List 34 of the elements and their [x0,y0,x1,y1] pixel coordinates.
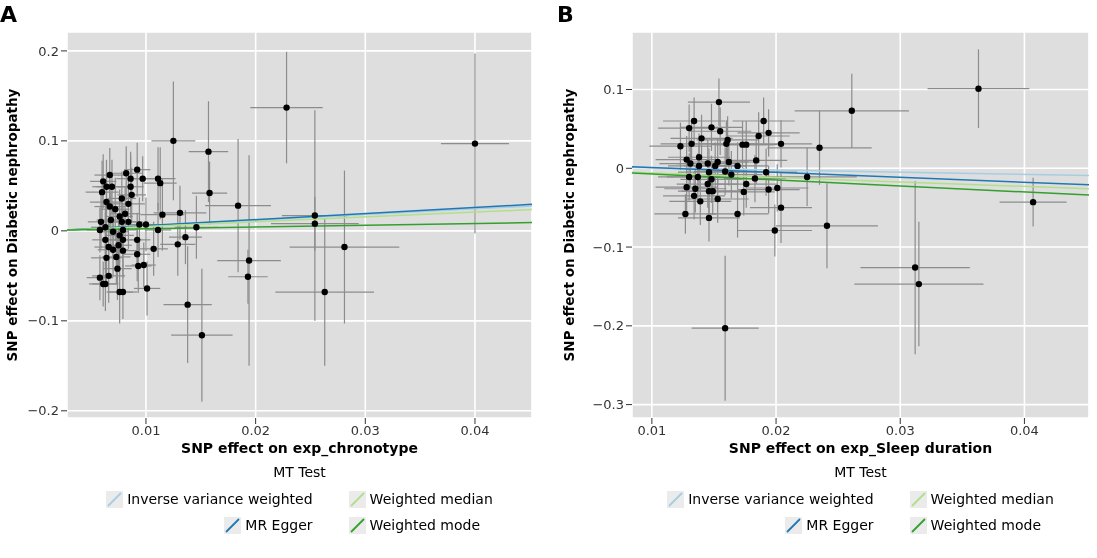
legend-label: Inverse variance weighted [688,491,874,507]
x-axis-title: SNP effect on exp_chronotype [180,440,419,456]
y-tick-label: 0.1 [38,133,59,149]
y-tick-label: 0.1 [603,82,624,98]
x-tick-label: 0.02 [241,423,271,439]
legend-label: Weighted mode [369,517,481,533]
legend-label: Inverse variance weighted [127,491,313,507]
x-tick-label: 0.04 [1009,423,1039,439]
y-tick-label: −0.1 [592,239,624,255]
x-tick-label: 0.04 [460,423,490,439]
legend-label: MR Egger [245,517,313,533]
chart-title: A [0,2,18,27]
y-tick-label: −0.3 [592,397,624,413]
y-tick-label: −0.2 [592,318,624,334]
x-tick-label: 0.03 [350,423,380,439]
x-tick-label: 0.01 [637,423,667,439]
x-axis-title: SNP effect on exp_Sleep duration [727,440,994,456]
chart-title: B [557,2,574,27]
y-axis-title: SNP effect on Diabetic nephropathy [4,88,20,362]
y-axis-title: SNP effect on Diabetic nephropathy [561,88,577,362]
legend-label: Weighted median [369,491,493,507]
y-tick-label: −0.1 [27,313,59,329]
legend-title: MT Test [272,464,327,480]
legend-label: MR Egger [806,517,874,533]
legend-label: Weighted median [930,491,1054,507]
y-tick-label: 0 [50,223,59,239]
legend-title: MT Test [833,464,888,480]
y-tick-label: −0.2 [27,403,59,419]
y-tick-label: 0.2 [38,43,59,59]
x-tick-label: 0.01 [131,423,161,439]
y-tick-label: 0 [615,160,624,176]
legend-label: Weighted mode [930,517,1042,533]
x-tick-label: 0.03 [885,423,915,439]
x-tick-label: 0.02 [761,423,791,439]
